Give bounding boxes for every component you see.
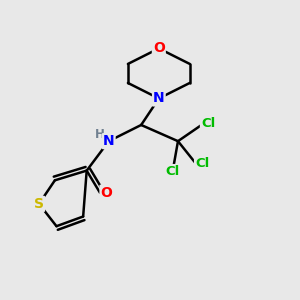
Text: N: N [153,92,165,106]
Text: Cl: Cl [195,157,209,170]
Text: N: N [103,134,115,148]
Text: O: O [153,41,165,56]
Text: S: S [34,197,44,211]
Text: H: H [94,128,104,141]
Text: Cl: Cl [165,165,179,178]
Text: O: O [100,186,112,200]
Text: Cl: Cl [201,117,215,130]
